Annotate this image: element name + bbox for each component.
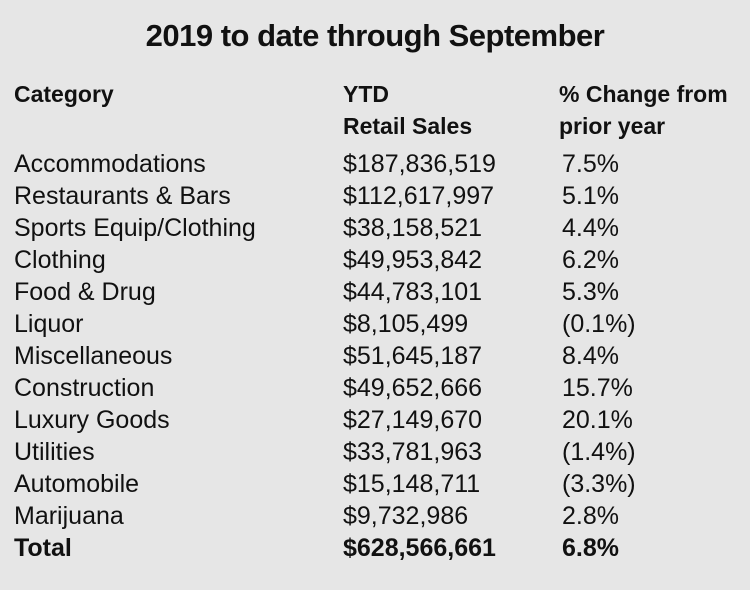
cell-category: Marijuana — [14, 502, 124, 530]
cell-change: 20.1% — [562, 406, 633, 434]
total-sales: $628,566,661 — [343, 534, 496, 562]
table-header: Category YTD Retail Sales % Change from … — [14, 76, 744, 146]
cell-sales: $51,645,187 — [343, 342, 483, 370]
cell-category: Utilities — [14, 438, 95, 466]
sales-table: Category YTD Retail Sales % Change from … — [14, 76, 744, 562]
table-row: Marijuana $9,732,986 2.8% — [14, 500, 744, 532]
table-row: Sports Equip/Clothing $38,158,521 4.4% — [14, 212, 744, 244]
cell-change: 2.8% — [562, 502, 619, 530]
table-title: 2019 to date through September — [145, 18, 605, 53]
cell-sales: $49,953,842 — [343, 246, 483, 274]
table-row: Construction $49,652,666 15.7% — [14, 372, 744, 404]
cell-sales: $8,105,499 — [343, 310, 469, 338]
cell-category: Automobile — [14, 470, 140, 498]
table-row: Accommodations $187,836,519 7.5% — [14, 148, 744, 180]
cell-change: 7.5% — [562, 150, 619, 178]
cell-change: (1.4%) — [562, 438, 636, 466]
cell-category: Restaurants & Bars — [14, 182, 231, 210]
table-row: Automobile $15,148,711 (3.3%) — [14, 468, 744, 500]
table-row: Clothing $49,953,842 6.2% — [14, 244, 744, 276]
table-row: Luxury Goods $27,149,670 20.1% — [14, 404, 744, 436]
cell-change: 5.1% — [562, 182, 619, 210]
cell-change: 8.4% — [562, 342, 619, 370]
cell-change: 4.4% — [562, 214, 619, 242]
table-row: Restaurants & Bars $112,617,997 5.1% — [14, 180, 744, 212]
cell-category: Liquor — [14, 310, 84, 338]
table-body: Accommodations $187,836,519 7.5% Restaurant… — [14, 148, 744, 564]
cell-category: Clothing — [14, 246, 106, 274]
cell-sales: $187,836,519 — [343, 150, 496, 178]
cell-sales: $27,149,670 — [343, 406, 483, 434]
cell-category: Luxury Goods — [14, 406, 170, 434]
total-label: Total — [14, 534, 72, 562]
table-row: Utilities $33,781,963 (1.4%) — [14, 436, 744, 468]
cell-category: Sports Equip/Clothing — [14, 214, 256, 242]
header-pct-change: % Change from prior year — [559, 78, 728, 142]
table-row: Miscellaneous $51,645,187 8.4% — [14, 340, 744, 372]
header-ytd-line-2: Retail Sales — [343, 113, 473, 139]
table-row: Liquor $8,105,499 (0.1%) — [14, 308, 744, 340]
header-category: Category — [14, 78, 114, 110]
cell-category: Miscellaneous — [14, 342, 173, 370]
cell-category: Construction — [14, 374, 155, 402]
cell-change: 5.3% — [562, 278, 619, 306]
cell-change: 15.7% — [562, 374, 633, 402]
cell-sales: $9,732,986 — [343, 502, 469, 530]
table-row: Food & Drug $44,783,101 5.3% — [14, 276, 744, 308]
cell-sales: $38,158,521 — [343, 214, 483, 242]
cell-sales: $112,617,997 — [343, 182, 495, 210]
cell-category: Food & Drug — [14, 278, 156, 306]
cell-change: (0.1%) — [562, 310, 636, 338]
cell-sales: $33,781,963 — [343, 438, 483, 466]
cell-change: 6.2% — [562, 246, 619, 274]
header-ytd-line-1: YTD — [343, 81, 389, 107]
header-category-line: Category — [14, 81, 114, 107]
header-pct-line-2: prior year — [559, 113, 666, 139]
header-pct-line-1: % Change from — [559, 81, 728, 107]
header-ytd-sales: YTD Retail Sales — [343, 78, 472, 142]
cell-sales: $15,148,711 — [343, 470, 481, 498]
total-change: 6.8% — [562, 534, 619, 562]
cell-category: Accommodations — [14, 150, 206, 178]
cell-sales: $44,783,101 — [343, 278, 483, 306]
cell-change: (3.3%) — [562, 470, 636, 498]
cell-sales: $49,652,666 — [343, 374, 483, 402]
total-row: Total $628,566,661 6.8% — [14, 532, 744, 564]
